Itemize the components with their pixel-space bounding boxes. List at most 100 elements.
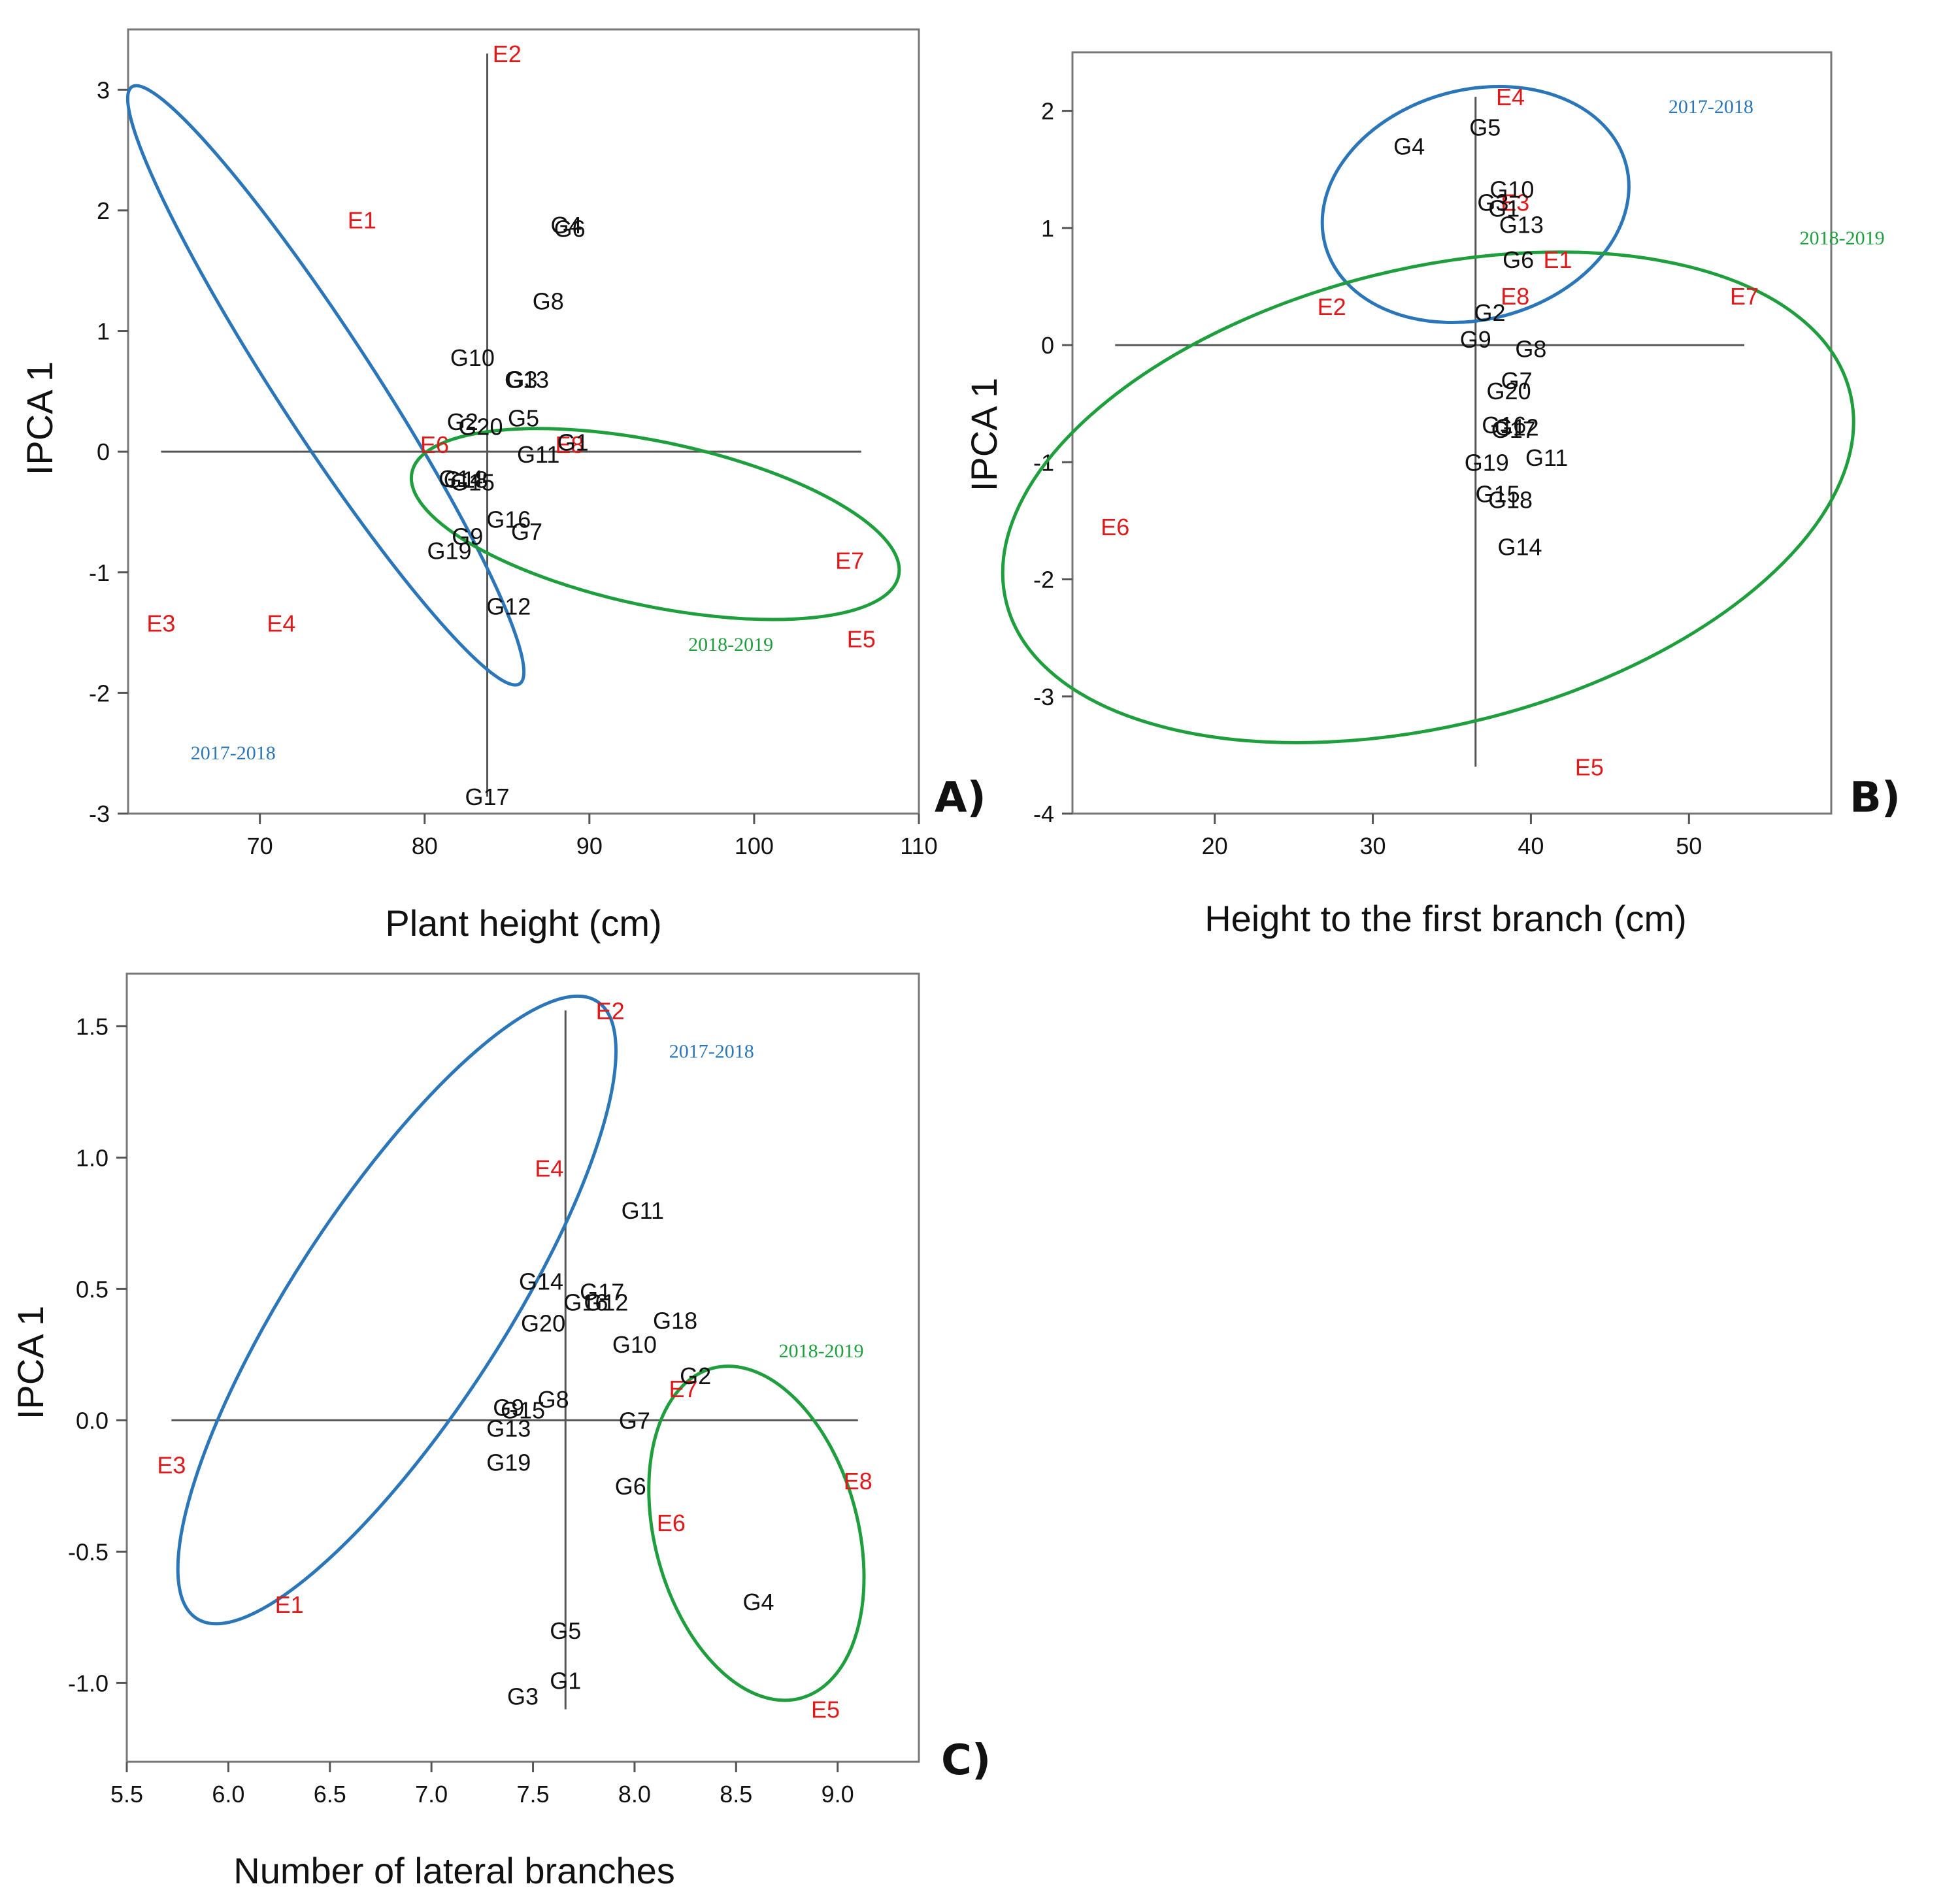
y-tick-label: -1.0 [68, 1670, 108, 1696]
environment-point-E4: E4 [535, 1155, 563, 1182]
ellipses-layer-b: 2017-2018 2018-2019 [1001, 84, 1885, 744]
season-label-2018-2019: 2018-2019 [1800, 227, 1885, 249]
season-label-2018-2019: 2018-2019 [779, 1340, 864, 1362]
genotype-point-G20: G20 [1487, 378, 1531, 405]
season-label-2018-2019: 2018-2019 [688, 634, 773, 655]
genotype-point-G12: G12 [486, 593, 531, 620]
environment-point-E7: E7 [669, 1376, 697, 1402]
genotype-point-G6: G6 [615, 1473, 646, 1500]
genotype-point-G4: G4 [551, 212, 582, 239]
genotype-point-G13: G13 [486, 1415, 531, 1442]
genotype-point-G13: G13 [1499, 211, 1544, 238]
y-tick-label: -4 [1033, 801, 1054, 827]
environment-point-E6: E6 [420, 431, 449, 458]
panel-label-a: A) [935, 774, 986, 822]
environment-point-E4: E4 [1496, 84, 1525, 110]
genotype-point-G20: G20 [458, 413, 503, 440]
y-tick-label: 3 [97, 76, 110, 103]
season-label-2017-2018: 2017-2018 [1669, 96, 1753, 118]
genotype-point-G9: G9 [452, 523, 483, 550]
environment-point-E1: E1 [275, 1591, 304, 1618]
genotype-point-G16: G16 [1482, 412, 1526, 438]
x-tick-label: 20 [1202, 833, 1228, 859]
environment-point-E1: E1 [348, 207, 376, 234]
y-tick-label: -3 [1033, 684, 1054, 710]
x-axis-label-c: Number of lateral branches [233, 1850, 674, 1891]
season-label-2017-2018: 2017-2018 [191, 742, 276, 764]
genotype-point-G11: G11 [1525, 444, 1568, 471]
y-tick-label: 1.5 [76, 1013, 108, 1040]
genotype-point-G3: G3 [1477, 189, 1508, 216]
environment-point-E8: E8 [556, 431, 584, 458]
y-tick-label: -2 [89, 680, 110, 706]
genotype-point-G8: G8 [538, 1386, 569, 1413]
genotype-point-G9: G9 [493, 1394, 524, 1421]
x-axis-label-a: Plant height (cm) [385, 902, 661, 944]
genotype-point-G1: G1 [557, 429, 589, 455]
environment-point-E7: E7 [1730, 283, 1759, 310]
genotype-point-G11: G11 [622, 1197, 664, 1224]
genotype-point-G14: G14 [439, 465, 483, 492]
environment-point-E3: E3 [146, 610, 175, 636]
y-tick-label: 1 [97, 318, 110, 345]
y-tick-label: 0 [1041, 332, 1054, 359]
plot-frame-a [127, 28, 920, 815]
y-tick-label: -0.5 [68, 1538, 108, 1565]
genotype-point-G13: G13 [505, 366, 549, 393]
genotype-point-G7: G7 [1501, 367, 1533, 394]
y-tick-label: -2 [1033, 567, 1054, 593]
y-axis-label-a: IPCA 1 [19, 361, 60, 475]
genotype-point-G8: G8 [533, 288, 564, 314]
x-tick-label: 9.0 [822, 1781, 854, 1808]
x-tick-label: 7.0 [415, 1781, 448, 1808]
season-ellipse-2017-2018 [1320, 84, 1631, 325]
season-ellipse-2018-2019 [1001, 250, 1855, 744]
x-tick-label: 90 [576, 833, 603, 859]
environment-point-E5: E5 [847, 625, 876, 652]
panel-label-c: C) [941, 1736, 991, 1785]
genotype-point-G12: G12 [584, 1289, 628, 1316]
environment-point-E6: E6 [657, 1510, 686, 1536]
genotype-point-G4: G4 [742, 1589, 774, 1615]
x-tick-label: 50 [1676, 833, 1702, 859]
genotype-point-G11: G11 [517, 441, 559, 468]
genotype-point-G5: G5 [508, 405, 539, 431]
genotype-point-G17: G17 [580, 1278, 624, 1305]
genotype-point-G17: G17 [465, 784, 510, 810]
genotype-point-G10: G10 [1489, 176, 1534, 203]
y-axis-label-c: IPCA 1 [10, 1306, 51, 1419]
season-ellipse-2018-2019 [647, 1364, 866, 1702]
x-tick-label: 110 [900, 833, 937, 859]
genotype-point-G19: G19 [1465, 449, 1509, 476]
y-tick-label: 0.5 [76, 1276, 108, 1302]
genotype-point-G10: G10 [450, 344, 495, 371]
chart-panel-b: 20 30 40 50 -4 -3 -2 -1 0 1 2 2017-2018 2018-2019 E… [963, 51, 1901, 939]
season-label-2017-2018: 2017-2018 [669, 1041, 754, 1063]
x-axis-label-b: Height to the first branch (cm) [1204, 898, 1687, 939]
y-tick-label: 0 [97, 438, 110, 465]
genotype-point-G12: G12 [1495, 414, 1539, 441]
genotype-point-G9: G9 [1460, 326, 1491, 353]
genotype-point-G19: G19 [427, 538, 472, 565]
ellipses-layer-a: 2017-2018 2018-2019 [125, 84, 901, 764]
environment-point-E3: E3 [1501, 189, 1529, 216]
y-tick-label: 1 [1041, 215, 1054, 242]
chart-panel-c: 5.5 6.0 6.5 7.0 7.5 8.0 8.5 9.0 -1.0 -0.5 0.0 0.5 1.… [10, 972, 991, 1891]
x-tick-label: 6.0 [212, 1781, 244, 1808]
genotype-point-G2: G2 [1474, 299, 1506, 326]
environment-point-E8: E8 [844, 1468, 872, 1495]
points-layer-b: E1 E2 E3 E4 E5 E6 E7 E8 G1 G2 G3 G4 G5 G6 G7 G8 G9 G10 G11… [1101, 84, 1759, 780]
environment-point-E7: E7 [835, 547, 864, 574]
season-ellipse-2017-2018 [125, 84, 526, 687]
environment-point-E5: E5 [1575, 753, 1604, 780]
x-tick-label: 8.0 [618, 1781, 651, 1808]
environment-point-E5: E5 [811, 1696, 840, 1723]
genotype-point-G16: G16 [486, 506, 531, 533]
panel-label-b: B) [1850, 774, 1901, 822]
y-tick-label: 2 [97, 197, 110, 224]
genotype-point-G5: G5 [1469, 114, 1501, 141]
y-tick-label: -1 [1033, 449, 1054, 476]
genotype-point-G2: G2 [680, 1363, 711, 1389]
genotype-point-G1: G1 [550, 1667, 581, 1694]
environment-point-E8: E8 [1501, 283, 1529, 310]
